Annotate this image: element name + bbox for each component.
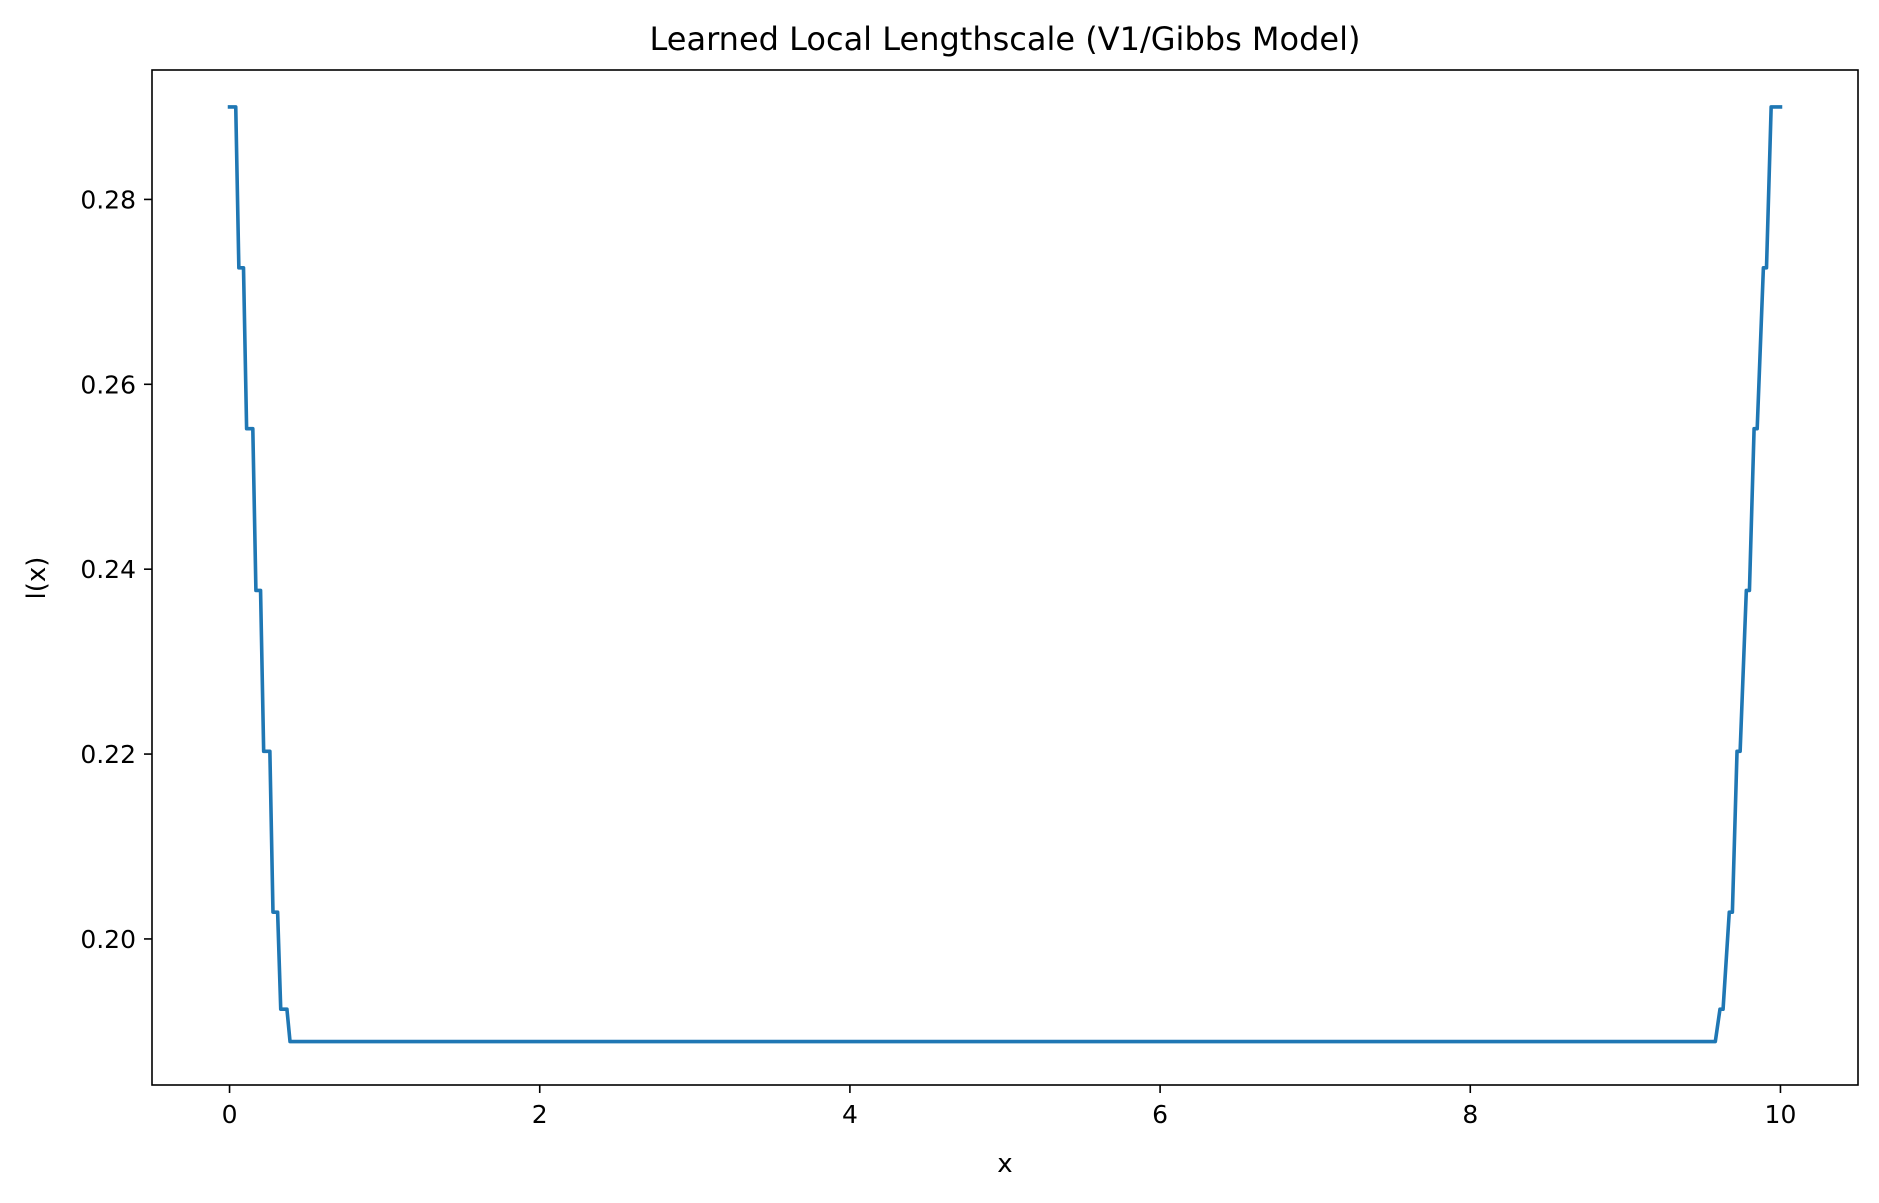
- y-tick-label: 0.28: [80, 185, 136, 214]
- y-tick-label: 0.24: [80, 555, 136, 584]
- x-tick-label: 2: [532, 1100, 548, 1129]
- x-axis-label: x: [997, 1149, 1012, 1179]
- axes-frame: [151, 69, 1859, 1086]
- series-line-0: [227, 105, 1783, 1044]
- x-tick-label: 10: [1765, 1100, 1797, 1129]
- y-tick-label: 0.26: [80, 370, 136, 399]
- y-tick-label: 0.22: [80, 740, 136, 769]
- plot-content: [227, 105, 1783, 1044]
- y-axis-label: l(x): [22, 557, 52, 600]
- y-axis-ticks: 0.20 0.22 0.24 0.26 0.28: [80, 185, 152, 954]
- x-tick-label: 6: [1152, 1100, 1168, 1129]
- x-tick-label: 4: [842, 1100, 858, 1129]
- chart-title: Learned Local Lengthscale (V1/Gibbs Mode…: [650, 20, 1361, 58]
- x-tick-label: 8: [1462, 1100, 1478, 1129]
- y-tick-label: 0.20: [80, 925, 136, 954]
- x-axis-ticks: 0 2 4 6 8 10: [222, 1085, 1797, 1129]
- x-tick-label: 0: [222, 1100, 238, 1129]
